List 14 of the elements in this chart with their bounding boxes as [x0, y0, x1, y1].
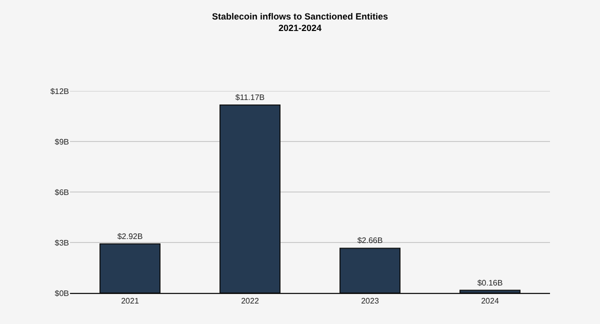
- y-tick-label: $6B: [54, 188, 69, 197]
- x-tick-label: 2021: [121, 296, 140, 306]
- y-tick-label: $9B: [54, 137, 69, 146]
- x-tick-label: 2023: [361, 296, 380, 306]
- data-label: $11.17B: [235, 92, 265, 102]
- x-tick-label: 2022: [241, 296, 260, 306]
- x-tick-label: 2024: [481, 296, 500, 306]
- data-label: $0.16B: [477, 278, 503, 288]
- y-tick-label: $12B: [50, 86, 69, 96]
- data-label: $2.92B: [117, 232, 143, 241]
- y-tick-label: $3B: [54, 238, 69, 248]
- y-tick-label: $0B: [54, 288, 69, 298]
- chart-title: Stablecoin inflows to Sanctioned Entities 2021-2024: [212, 11, 388, 34]
- data-label: $2.66B: [357, 236, 383, 246]
